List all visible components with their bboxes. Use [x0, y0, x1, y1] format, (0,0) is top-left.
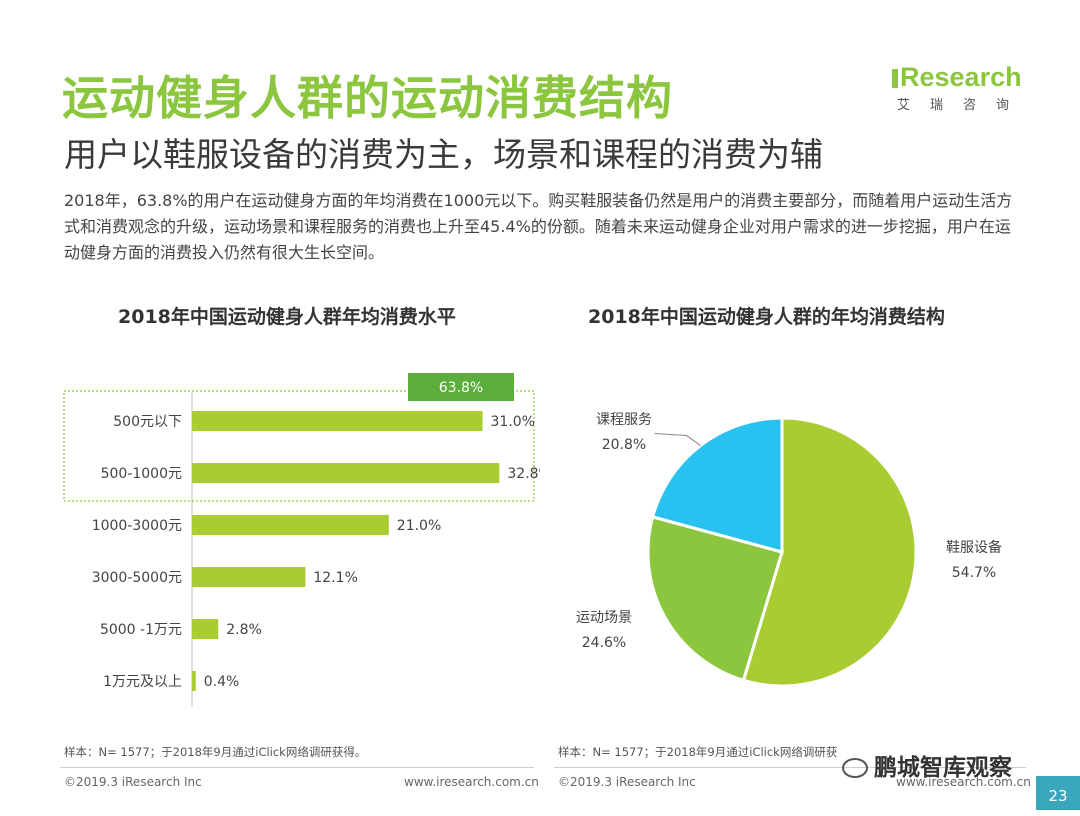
bar-value-label: 32.8%	[507, 466, 540, 482]
bar-category-label: 500元以下	[113, 414, 182, 430]
footnote-right: 样本：N= 1577；于2018年9月通过iClick网络调研获	[558, 745, 838, 759]
bar	[192, 515, 389, 535]
pie-category-label: 鞋服设备	[946, 539, 1002, 556]
wechat-icon	[842, 758, 868, 778]
logo-i-mark	[892, 69, 898, 88]
bar-category-label: 1000-3000元	[92, 518, 182, 534]
watermark-text: 鹏城智库观察	[874, 755, 1012, 781]
bar	[192, 619, 219, 639]
logo-sub-char: 咨	[963, 98, 977, 113]
bar-value-label: 21.0%	[397, 518, 441, 534]
pie-leader-line	[654, 433, 701, 446]
iresearch-logo: Research 艾 瑞 咨 询	[892, 62, 1032, 113]
footnote-left: 样本：N= 1577；于2018年9月通过iClick网络调研获得。	[64, 745, 367, 759]
logo-text: Research	[900, 62, 1022, 92]
pie-category-label: 课程服务	[596, 412, 652, 428]
logo-sub-char: 瑞	[930, 98, 944, 113]
logo-subtitle: 艾 瑞 咨 询	[897, 94, 1032, 113]
footer-divider-right	[554, 767, 1026, 768]
bar-value-label: 0.4%	[204, 674, 240, 690]
bar-category-label: 3000-5000元	[92, 570, 182, 586]
bar	[192, 463, 500, 483]
pie-slice	[650, 416, 784, 554]
logo-wordmark: Research	[892, 62, 1032, 93]
pie-value-label: 54.7%	[952, 565, 996, 581]
pie-slice	[741, 416, 918, 688]
footer-divider-left	[60, 767, 534, 768]
bar	[192, 671, 196, 691]
url-right: www.iresearch.com.cn	[896, 775, 1031, 789]
copyright-left: ©2019.3 iResearch Inc	[64, 775, 202, 789]
highlight-badge	[408, 373, 514, 401]
bar	[192, 567, 306, 587]
pie-chart: 鞋服设备 54.7% 运动场景 24.6% 课程服务 20.8%	[576, 412, 1002, 688]
bar-value-label: 31.0%	[491, 414, 535, 430]
page-number: 23	[1036, 776, 1080, 810]
bar	[192, 411, 483, 431]
page-title: 运动健身人群的运动消费结构	[62, 71, 673, 125]
bar-value-label: 2.8%	[226, 622, 262, 638]
highlight-box	[63, 390, 535, 502]
pie-value-label: 24.6%	[582, 635, 626, 651]
bar-category-label: 500-1000元	[101, 466, 182, 482]
pie-chart-title: 2018年中国运动健身人群的年均消费结构	[588, 306, 945, 328]
bar-chart: 63.8% 500元以下 31.0% 500-1000元 32.8% 1000-3000元…	[63, 373, 540, 707]
summary-paragraph: 2018年，63.8%的用户在运动健身方面的年均消费在1000元以下。购买鞋服装…	[64, 191, 1013, 262]
highlight-badge-label: 63.8%	[439, 380, 483, 396]
url-left: www.iresearch.com.cn	[404, 775, 539, 789]
copyright-right: ©2019.3 iResearch Inc	[558, 775, 696, 789]
bar-chart-title: 2018年中国运动健身人群年均消费水平	[118, 306, 456, 328]
logo-sub-char: 艾	[897, 98, 911, 113]
pie-slice	[646, 515, 784, 683]
watermark: 鹏城智库观察	[842, 748, 1012, 782]
bar-category-label: 1万元及以上	[103, 674, 182, 690]
page-subtitle: 用户以鞋服设备的消费为主，场景和课程的消费为辅	[64, 135, 823, 174]
logo-sub-char: 询	[996, 98, 1010, 113]
pie-category-label: 运动场景	[576, 610, 632, 626]
bar-value-label: 12.1%	[313, 570, 357, 586]
pie-value-label: 20.8%	[602, 437, 646, 453]
bar-category-label: 5000 -1万元	[100, 622, 182, 638]
